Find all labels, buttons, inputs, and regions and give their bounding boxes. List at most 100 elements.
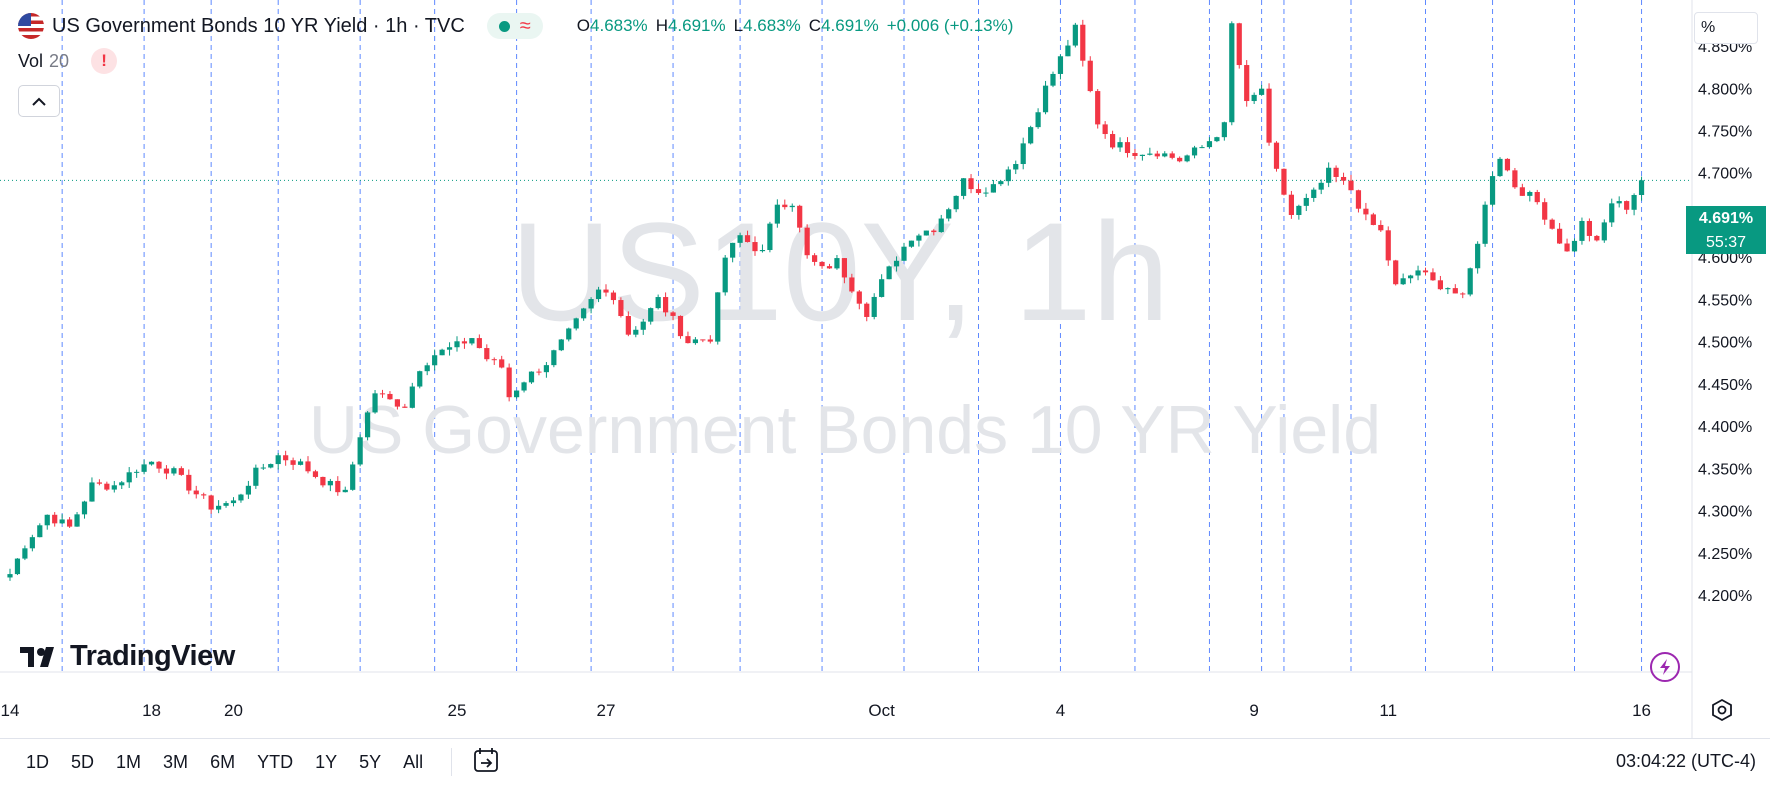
candle [1013,160,1019,175]
data-delay-icon: ≈ [519,15,531,37]
candle [1631,193,1637,216]
candle [260,463,266,470]
price-axis[interactable] [1692,0,1770,738]
watermark-description: US Government Bonds 10 YR Yield [309,392,1381,468]
candle [759,244,766,253]
candle [1557,223,1563,245]
market-open-dot-icon [498,20,510,32]
collapse-legend-button[interactable] [18,85,60,117]
candle [1035,108,1041,129]
candle [923,230,929,236]
candle [1028,125,1034,145]
symbol-title[interactable]: US Government Bonds 10 YR Yield · 1h · T… [52,14,465,37]
candle [1281,168,1287,196]
candle [826,263,833,269]
settings-gear-icon[interactable] [1710,698,1734,727]
range-button-1m[interactable]: 1M [116,751,142,772]
candle [37,523,43,538]
candle [558,338,564,352]
range-button-1y[interactable]: 1Y [315,751,338,772]
candle [1326,162,1332,188]
candle [253,464,259,489]
candle [1415,265,1421,281]
candle [1497,157,1503,177]
candle [491,357,497,365]
candle [543,362,549,378]
tradingview-logo[interactable]: TradingView [20,640,235,673]
candle [1519,183,1525,196]
x-tick-label: 4 [1056,701,1065,720]
candle [1355,189,1362,213]
candle [350,461,356,491]
candle [44,514,50,530]
candle [1259,84,1265,96]
market-status-pill[interactable]: ≈ [486,13,543,39]
candle [327,478,333,492]
candle [916,233,922,247]
us-flag-icon [18,13,44,39]
go-to-date-button[interactable] [472,746,500,779]
candle [1020,137,1026,170]
candle [551,349,557,368]
candle [148,461,155,466]
candle [1571,238,1578,253]
candle [864,302,870,322]
candle [409,382,415,409]
candle [1534,189,1540,205]
clock-timezone[interactable]: 03:04:22 (UTC-4) [1615,751,1756,771]
candle [342,486,348,493]
candle [74,512,80,527]
range-button-all[interactable]: All [403,751,424,772]
candle [603,284,609,297]
candle [446,342,453,356]
candle [186,469,192,495]
candle [283,450,289,466]
candle [387,391,393,400]
candle [536,368,542,376]
candle [744,230,751,243]
range-button-6m[interactable]: 6M [210,751,236,772]
range-button-5d[interactable]: 5D [71,751,95,772]
candle [59,514,65,524]
candle [655,294,661,310]
range-button-3m[interactable]: 3M [163,751,189,772]
ohlc-high-value: 4.691% [667,16,726,35]
candle [692,337,698,345]
range-button-5y[interactable]: 5Y [359,751,382,772]
x-tick-label: 18 [142,701,161,720]
candle [14,558,21,576]
candle [707,335,713,344]
candle [730,242,736,263]
range-button-ytd[interactable]: YTD [257,751,294,772]
volume-indicator[interactable]: Vol 20 ! [18,48,118,74]
candle [67,517,73,528]
warning-icon[interactable]: ! [91,48,118,74]
candle [1132,148,1138,160]
candle [648,307,654,325]
candle [625,311,631,337]
candle [1154,150,1160,159]
candle [1057,54,1064,80]
candle [700,339,706,343]
y-tick-label: 4.750% [1698,123,1752,140]
percent-scale-button[interactable]: % [1694,12,1758,44]
x-tick-label: 9 [1249,701,1258,720]
y-tick-label: 4.800% [1698,81,1752,98]
candle [640,318,646,335]
candle [767,221,773,253]
price-tag-value: 4.691% [1686,206,1766,232]
ohlc-low-key: L [733,16,744,35]
lightning-icon[interactable] [1650,652,1680,682]
candle [1378,220,1384,232]
candle [1638,176,1645,201]
range-button-1d[interactable]: 1D [26,751,50,772]
candle [178,466,184,476]
candle [476,334,482,349]
candle [1162,151,1168,158]
candle [1467,267,1473,297]
candle [1616,196,1622,208]
candle [1199,145,1205,149]
candle [461,337,468,349]
bar-countdown: 55:37 [1686,232,1766,254]
